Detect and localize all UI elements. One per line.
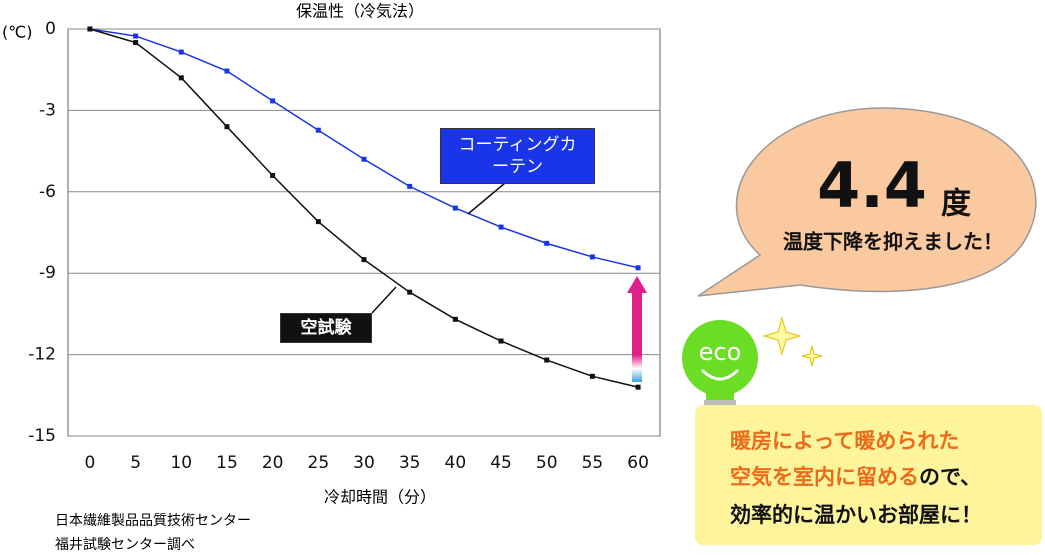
point xyxy=(133,33,139,39)
x-tick-label: 25 xyxy=(308,453,330,473)
eco-text: eco xyxy=(699,338,742,366)
x-tick-label: 20 xyxy=(262,453,284,473)
point xyxy=(224,124,230,130)
sparkle xyxy=(801,345,823,367)
point xyxy=(178,75,184,81)
point xyxy=(544,240,550,246)
series-label: 空試験 xyxy=(280,313,372,343)
x-tick-label: 30 xyxy=(353,453,375,473)
point xyxy=(270,98,276,104)
x-tick-label: 45 xyxy=(490,453,512,473)
x-tick-label: 5 xyxy=(130,453,141,473)
sparkle xyxy=(762,316,802,356)
point xyxy=(498,338,504,344)
y-tick-label: -9 xyxy=(39,263,56,283)
difference-arrow xyxy=(632,292,642,382)
point xyxy=(544,357,550,363)
plot: 0 -3 -6 -9 -12 -15 0 5 10 15 20 25 30 35 40 45 50 55 60 xyxy=(28,19,661,473)
x-tick-label: 60 xyxy=(627,453,649,473)
point xyxy=(452,316,458,322)
point xyxy=(361,156,367,162)
point xyxy=(407,289,413,295)
x-axis-label: 冷却時間（分） xyxy=(324,488,436,507)
callout-value: 4.4 xyxy=(817,149,927,222)
point xyxy=(407,183,413,189)
point xyxy=(498,224,504,230)
x-tick-label: 0 xyxy=(85,453,96,473)
difference-arrow-head xyxy=(627,276,647,293)
point xyxy=(315,219,321,225)
point xyxy=(87,26,93,32)
point xyxy=(133,40,139,46)
leader-line xyxy=(467,182,506,215)
x-tick-label: 40 xyxy=(445,453,467,473)
point xyxy=(635,384,641,390)
callout-text: 温度下降を抑えました！ xyxy=(783,230,1003,254)
source: 福井試験センター調べ xyxy=(55,537,195,553)
message-line: 空気を室内に留めるので、 xyxy=(730,465,981,489)
y-unit: (℃) xyxy=(2,23,32,42)
y-tick-label: -12 xyxy=(28,345,56,365)
x-tick-label: 35 xyxy=(399,453,421,473)
message-panel xyxy=(695,405,1042,545)
message-highlight: 空気を室内に留める xyxy=(730,465,919,489)
plot-area xyxy=(67,28,661,437)
point xyxy=(224,68,230,74)
message-line: 効率的に温かいお部屋に！ xyxy=(730,503,982,527)
y-tick-label: -15 xyxy=(28,426,56,446)
y-tick-label: -6 xyxy=(39,182,56,202)
x-tick-label: 10 xyxy=(170,453,192,473)
point xyxy=(315,127,321,133)
callout-unit: 度 xyxy=(941,187,971,222)
point xyxy=(635,265,641,271)
source: 日本繊維製品品質技術センター xyxy=(55,513,251,529)
point xyxy=(589,373,595,379)
message-line: 暖房によって暖められた xyxy=(730,429,959,453)
y-tick-label: -3 xyxy=(39,100,56,120)
message-text: ので、 xyxy=(919,465,981,489)
point xyxy=(452,205,458,211)
x-tick-label: 50 xyxy=(536,453,558,473)
y-tick-label: 0 xyxy=(45,19,56,39)
speech-bubble xyxy=(697,107,1037,297)
point xyxy=(270,173,276,179)
series-label: コーティングカーテン xyxy=(440,128,595,184)
chart-title: 保温性（冷気法） xyxy=(296,2,424,21)
x-tick-label: 15 xyxy=(216,453,238,473)
point xyxy=(361,257,367,263)
leader-line xyxy=(371,286,397,314)
x-tick-label: 55 xyxy=(582,453,604,473)
point xyxy=(589,254,595,260)
point xyxy=(178,49,184,55)
